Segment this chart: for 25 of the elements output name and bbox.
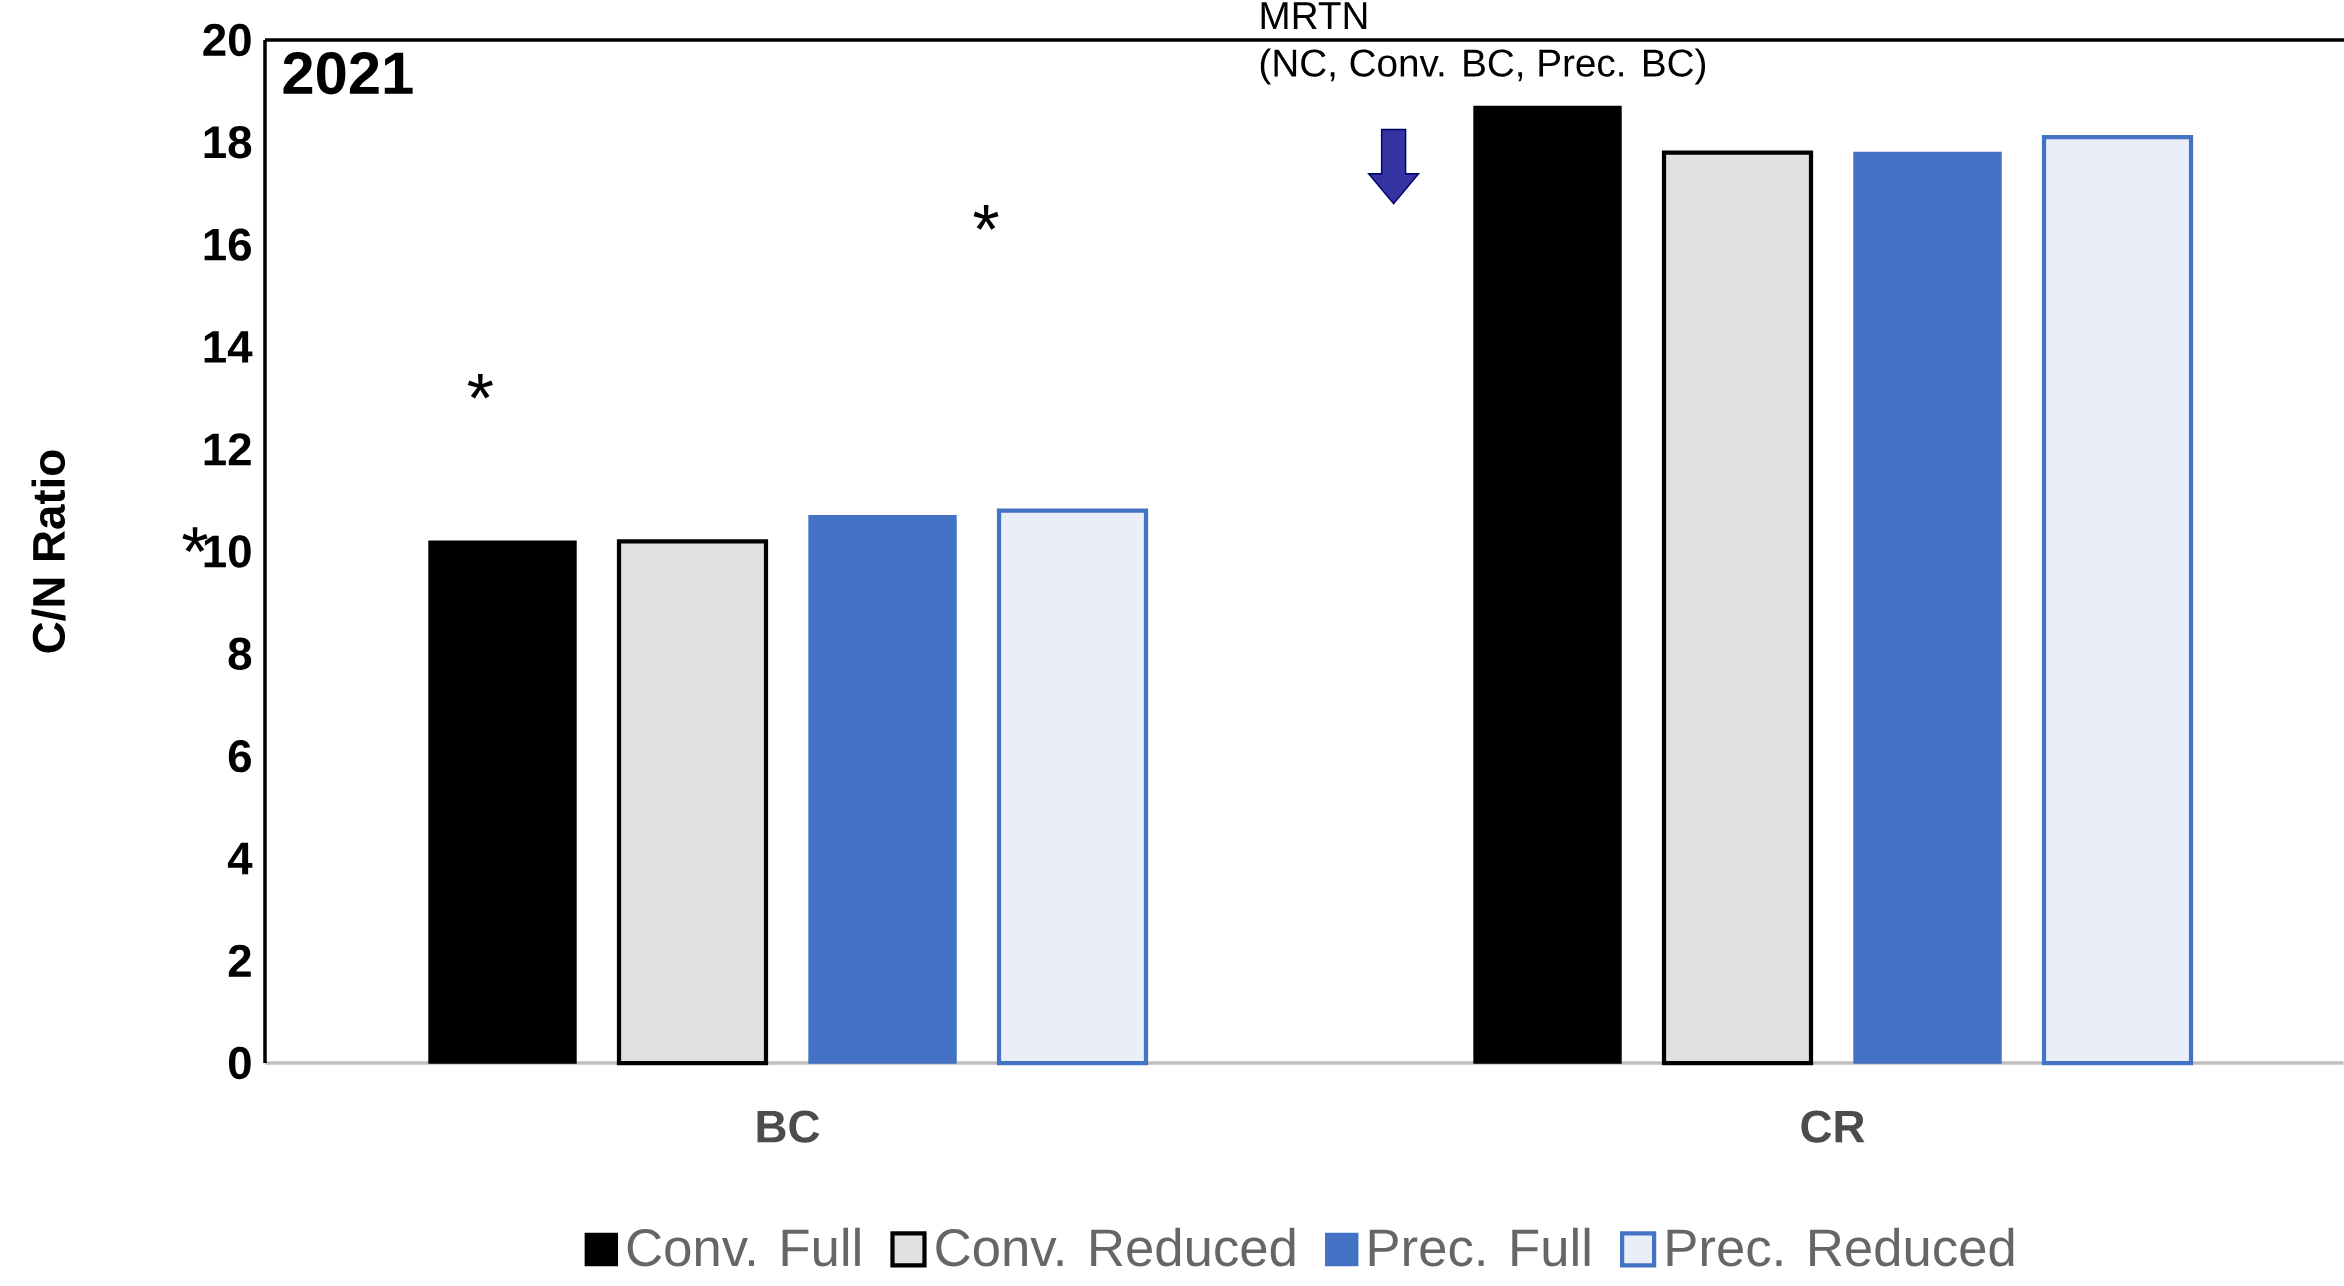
y-tick-label: 8 [228, 637, 252, 670]
y-tick-label: 4 [227, 842, 253, 875]
legend-label: Conv. Reduced [936, 1227, 1295, 1267]
y-tick-label: 0 [228, 1046, 251, 1080]
x-tick-label: CR [1801, 1110, 1865, 1143]
y-tick-label: 12 [204, 433, 251, 466]
y-tick-label: 6 [228, 739, 251, 773]
chart-title: 2021 [283, 52, 413, 95]
y-tick-label: 14 [204, 331, 253, 363]
bar [1853, 151, 2002, 1064]
legend-label: Conv. Full [627, 1227, 860, 1267]
x-tick-label: BC [757, 1110, 820, 1143]
annotation: MRTN (NC, Conv. BC, Prec. BC) [1260, 2, 1705, 85]
y-tick-label: 18 [204, 126, 252, 159]
y-tick-label: 16 [204, 228, 251, 261]
bar [808, 514, 957, 1064]
legend-label: Prec. Full [1369, 1227, 1590, 1267]
bar [1473, 105, 1622, 1064]
legend-label: Prec. Reduced [1667, 1227, 2014, 1267]
bar [428, 540, 577, 1064]
annotation: * [467, 373, 493, 399]
y-tick-label: 2 [228, 944, 251, 977]
y-tick-label: 20 [203, 23, 251, 57]
y-axis-title: C/N Ratio [31, 450, 66, 653]
annotation: * [973, 205, 999, 230]
